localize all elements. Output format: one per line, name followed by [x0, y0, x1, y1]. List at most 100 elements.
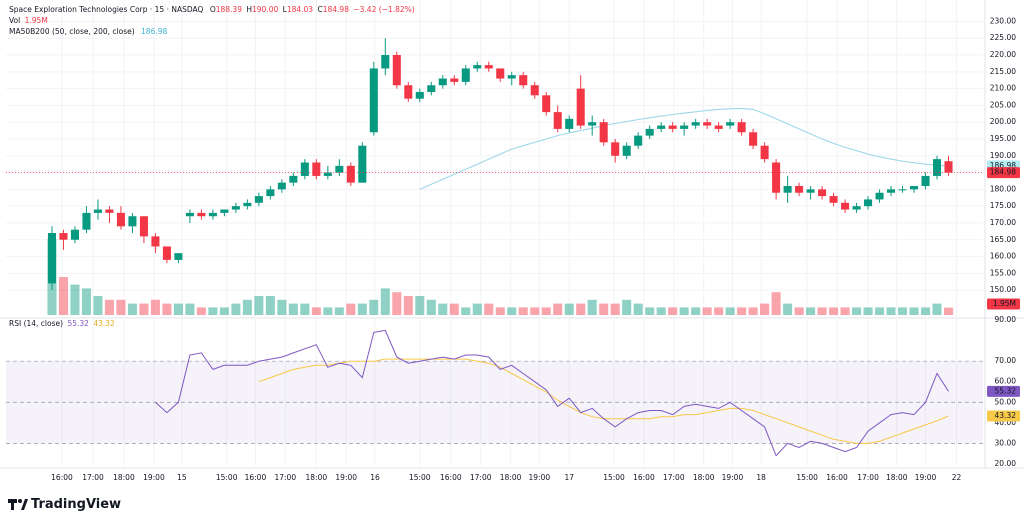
- x-tick-label: 17:00: [82, 473, 104, 482]
- candle-body: [116, 212, 125, 227]
- candle-body: [852, 206, 861, 210]
- rsi-tick-label: 20.00: [995, 459, 1017, 468]
- volume-bar: [576, 303, 586, 315]
- rsi-tick-label: 70.00: [995, 356, 1017, 365]
- volume-bar: [380, 288, 390, 315]
- change-label: −3.42 (−1.82%): [353, 5, 414, 14]
- candle-body: [818, 189, 827, 197]
- candle-body: [358, 145, 367, 183]
- x-tick-label: 17:00: [857, 473, 879, 482]
- volume-header: Vol 1.95M: [9, 16, 48, 25]
- volume-bar: [794, 307, 804, 315]
- candle-body: [691, 122, 700, 126]
- volume-bar: [898, 307, 908, 315]
- volume-bar: [357, 303, 367, 315]
- candle-body: [450, 78, 459, 82]
- y-tick-label: 225.00: [990, 33, 1016, 42]
- candle-body: [381, 55, 390, 69]
- candle-body: [760, 145, 769, 160]
- volume-bar: [530, 307, 540, 315]
- candle-body: [921, 175, 930, 187]
- candle-body: [346, 165, 355, 183]
- volume-bar: [553, 303, 563, 315]
- volume-bar: [116, 299, 126, 315]
- y-tick-label: 170.00: [990, 218, 1016, 227]
- volume-title: Vol: [9, 16, 20, 25]
- volume-axis-label-box: [987, 298, 1020, 310]
- volume-bar: [943, 307, 954, 315]
- rsi-band: [6, 361, 983, 444]
- candle-body: [47, 233, 56, 284]
- volume-bar: [909, 307, 919, 315]
- ma-line: [419, 107, 949, 190]
- volume-bar: [760, 303, 770, 315]
- candle-body: [162, 246, 171, 260]
- y-tick-label: 200.00: [990, 117, 1016, 126]
- candle-body: [634, 135, 643, 146]
- y-tick-label: 155.00: [990, 268, 1016, 277]
- candle-body: [484, 65, 493, 69]
- candle-body: [312, 162, 321, 176]
- candle-body: [703, 122, 712, 126]
- x-tick-label: 19:00: [915, 473, 937, 482]
- volume-bar: [495, 307, 505, 315]
- open-key: O: [210, 5, 216, 14]
- candle-body: [82, 212, 91, 230]
- volume-bar: [737, 307, 747, 315]
- candle-body: [864, 199, 873, 207]
- rsi-value: 55.32: [67, 319, 89, 328]
- volume-bar: [242, 299, 252, 315]
- x-tick-label: 17: [564, 473, 574, 482]
- volume-bar: [288, 303, 298, 315]
- y-tick-label: 195.00: [990, 134, 1016, 143]
- volume-bar: [702, 307, 712, 315]
- y-tick-label: 165.00: [990, 235, 1016, 244]
- x-tick-label: 19:00: [335, 473, 357, 482]
- rsi-title: RSI (14, close): [9, 319, 63, 328]
- y-tick-label: 150.00: [990, 285, 1016, 294]
- candle-body: [392, 55, 401, 86]
- candle-body: [944, 161, 953, 173]
- rsi-ma-axis-label-box: [987, 410, 1020, 422]
- volume-bar: [875, 307, 885, 315]
- volume-bar: [231, 303, 241, 315]
- y-tick-label: 215.00: [990, 67, 1016, 76]
- volume-bar: [70, 284, 80, 315]
- candle-body: [680, 125, 689, 129]
- x-tick-label: 18: [756, 473, 766, 482]
- candle-body: [461, 68, 470, 82]
- candle-body: [231, 206, 240, 210]
- x-tick-label: 15:00: [409, 473, 431, 482]
- candle-body: [208, 212, 217, 217]
- volume-bar: [254, 296, 264, 315]
- ma-title: MA50B200 (50, close, 200, close): [9, 27, 135, 36]
- volume-bar: [150, 299, 160, 315]
- x-tick-label: 19:00: [143, 473, 165, 482]
- x-tick-label: 19:00: [529, 473, 551, 482]
- candle-body: [185, 212, 194, 217]
- volume-bar: [668, 307, 678, 315]
- candle-body: [139, 216, 148, 237]
- volume-bar: [196, 307, 206, 315]
- volume-bar: [265, 296, 275, 315]
- high-label: 190.00: [252, 5, 278, 14]
- volume-bar: [346, 303, 356, 315]
- x-tick-label: 16:00: [440, 473, 462, 482]
- x-tick-label: 17:00: [663, 473, 685, 482]
- volume-bar: [139, 303, 149, 315]
- volume-bar: [564, 303, 574, 315]
- candle-body: [93, 209, 102, 213]
- logo: TradingView: [8, 497, 121, 512]
- candle-body: [737, 122, 746, 133]
- volume-bar: [461, 307, 471, 315]
- rsi-ma-value: 43.32: [93, 319, 115, 328]
- x-tick-label: 22: [952, 473, 962, 482]
- x-tick-label: 16:00: [633, 473, 655, 482]
- candle-body: [369, 68, 378, 133]
- volume-bar: [852, 307, 862, 315]
- candle-body: [289, 175, 298, 183]
- candle-body: [910, 186, 919, 190]
- rsi-axis-label-box: [987, 385, 1020, 397]
- volume-bar: [748, 307, 758, 315]
